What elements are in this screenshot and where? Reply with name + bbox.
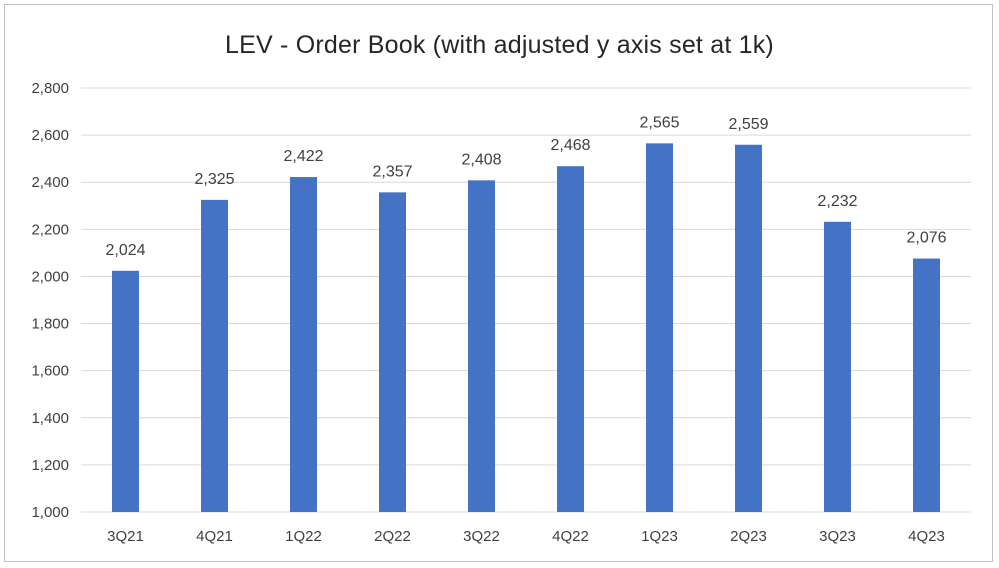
y-tick-label: 2,200 [31, 221, 69, 238]
x-tick-label: 4Q21 [196, 528, 233, 545]
bar [290, 177, 317, 513]
x-tick-label: 3Q21 [107, 528, 144, 545]
bar-chart: 1,000 1,200 1,400 1,600 1,800 2,000 2,200 2,400… [31, 80, 971, 545]
data-label: 2,559 [728, 116, 768, 133]
y-tick-label: 2,400 [31, 174, 69, 191]
bar [379, 192, 406, 512]
y-tick-label: 2,000 [31, 268, 69, 285]
data-label: 2,565 [639, 114, 679, 131]
y-tick-label: 1,000 [31, 504, 69, 521]
data-label: 2,076 [906, 230, 946, 247]
bar [646, 143, 673, 512]
bar [201, 199, 228, 512]
x-tick-label: 1Q22 [285, 528, 322, 545]
data-label: 2,357 [372, 163, 412, 180]
x-tick-label: 1Q23 [641, 528, 678, 545]
x-tick-label: 2Q22 [374, 528, 411, 545]
bar [468, 180, 495, 513]
bar [735, 144, 762, 512]
bar [913, 258, 940, 512]
data-label: 2,408 [461, 151, 501, 168]
x-tick-label: 3Q23 [819, 528, 856, 545]
y-tick-label: 1,800 [31, 316, 69, 333]
bar [824, 221, 851, 512]
y-tick-label: 1,600 [31, 363, 69, 380]
data-label: 2,468 [550, 137, 590, 154]
data-label: 2,422 [283, 148, 323, 165]
bar [557, 166, 584, 512]
data-label: 2,232 [817, 193, 857, 210]
chart-frame: LEV - Order Book (with adjusted y axis s… [4, 4, 993, 562]
bar [112, 270, 139, 512]
data-label: 2,024 [105, 242, 145, 259]
y-tick-label: 2,800 [31, 80, 69, 97]
x-tick-label: 2Q23 [730, 528, 767, 545]
chart-title: LEV - Order Book (with adjusted y axis s… [225, 31, 774, 59]
y-tick-label: 2,600 [31, 127, 69, 144]
y-tick-label: 1,400 [31, 410, 69, 427]
x-tick-label: 4Q23 [908, 528, 945, 545]
x-tick-label: 3Q22 [463, 528, 500, 545]
y-tick-label: 1,200 [31, 457, 69, 474]
x-tick-label: 4Q22 [552, 528, 589, 545]
data-label: 2,325 [194, 171, 234, 188]
